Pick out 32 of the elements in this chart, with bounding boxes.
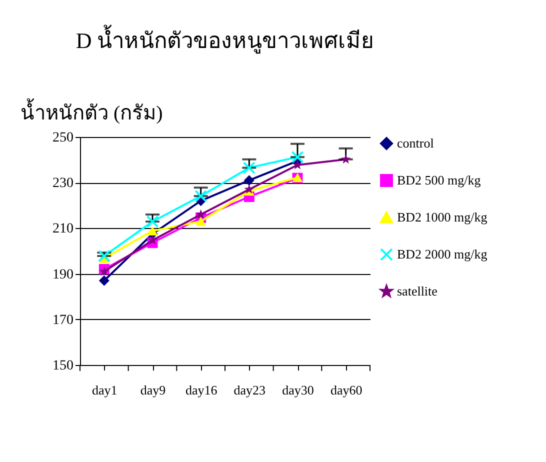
y-axis-title: น้ำหนักตัว (กรัม) — [20, 98, 163, 124]
chart-title: D น้ำหนักตัวของหนูขาวเพศเมีย — [76, 25, 374, 54]
legend-label: BD2 500 mg/kg — [397, 172, 482, 188]
legend-label: BD2 1000 mg/kg — [397, 210, 488, 224]
point — [242, 162, 256, 174]
point — [146, 215, 159, 228]
point — [148, 235, 158, 245]
x-tick-label: day60 — [330, 382, 362, 398]
point — [194, 190, 208, 202]
point — [244, 175, 254, 186]
point — [98, 250, 110, 262]
y-tick-label: 170 — [52, 312, 74, 328]
y-tick-label: 190 — [52, 267, 74, 282]
point — [292, 160, 302, 170]
point — [291, 150, 304, 164]
x-tick-label: day23 — [234, 382, 266, 398]
x-tick-label: day16 — [185, 382, 218, 398]
x-tick-label: day1 — [92, 382, 118, 398]
legend-label: control — [397, 136, 434, 150]
point — [196, 209, 206, 219]
point — [340, 154, 351, 164]
y-tick-label: 210 — [52, 222, 74, 237]
legend-label: satellite — [397, 284, 438, 298]
legend-label: BD2 2000 mg/kg — [397, 246, 488, 262]
point — [196, 216, 206, 226]
y-tick-label: 230 — [52, 176, 74, 192]
point — [147, 226, 158, 236]
y-tick-label: 250 — [52, 130, 74, 146]
point — [98, 275, 110, 286]
x-tick-label: day9 — [140, 382, 166, 398]
x-tick-label: day30 — [282, 382, 314, 398]
y-tick-label: 150 — [52, 358, 74, 374]
